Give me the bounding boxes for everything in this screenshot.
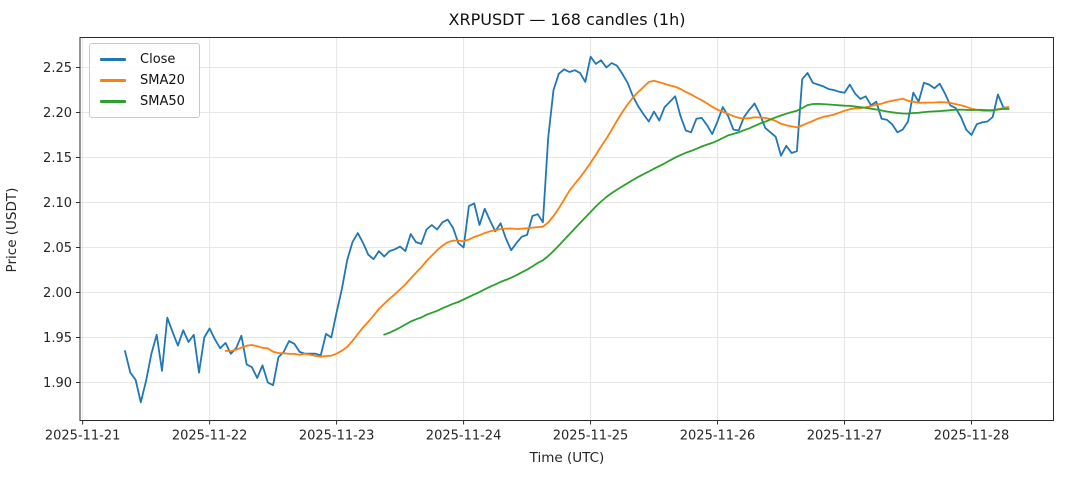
chart-title: XRPUSDT — 168 candles (1h) bbox=[448, 10, 686, 29]
y-tick-label: 2.00 bbox=[43, 286, 72, 301]
legend: Close SMA20 SMA50 bbox=[89, 43, 200, 118]
legend-item-sma20: SMA20 bbox=[100, 73, 185, 88]
sma50-line-swatch bbox=[100, 100, 126, 103]
x-tick-label: 2025-11-21 bbox=[45, 429, 121, 444]
y-tick-label: 2.05 bbox=[43, 241, 72, 256]
sma20-line-swatch bbox=[100, 79, 126, 82]
legend-item-sma50: SMA50 bbox=[100, 94, 185, 109]
plot-border bbox=[79, 37, 1054, 421]
x-tick-label: 2025-11-27 bbox=[807, 429, 883, 444]
sma50-line bbox=[383, 103, 1010, 336]
x-tick-label: 2025-11-25 bbox=[553, 429, 629, 444]
x-tick-label: 2025-11-24 bbox=[426, 429, 502, 444]
x-axis-label: Time (UTC) bbox=[529, 450, 605, 466]
y-tick-label: 2.15 bbox=[43, 151, 72, 166]
y-tick-label: 2.25 bbox=[43, 61, 72, 76]
y-tick-label: 1.90 bbox=[43, 376, 72, 391]
y-axis-label: Price (USDT) bbox=[4, 187, 20, 273]
sma20-line bbox=[224, 79, 1010, 358]
close-line-swatch bbox=[100, 58, 126, 61]
x-tick-label: 2025-11-26 bbox=[680, 429, 756, 444]
legend-label-sma20: SMA20 bbox=[140, 73, 185, 88]
x-tick-label: 2025-11-28 bbox=[934, 429, 1010, 444]
legend-item-close: Close bbox=[100, 52, 185, 67]
legend-label-sma50: SMA50 bbox=[140, 94, 185, 109]
y-tick-label: 1.95 bbox=[43, 331, 72, 346]
y-tick-label: 2.20 bbox=[43, 106, 72, 121]
close-line bbox=[124, 55, 1010, 404]
legend-label-close: Close bbox=[140, 52, 176, 67]
x-tick-label: 2025-11-22 bbox=[172, 429, 248, 444]
x-tick-label: 2025-11-23 bbox=[299, 429, 375, 444]
y-tick-label: 2.10 bbox=[43, 196, 72, 211]
